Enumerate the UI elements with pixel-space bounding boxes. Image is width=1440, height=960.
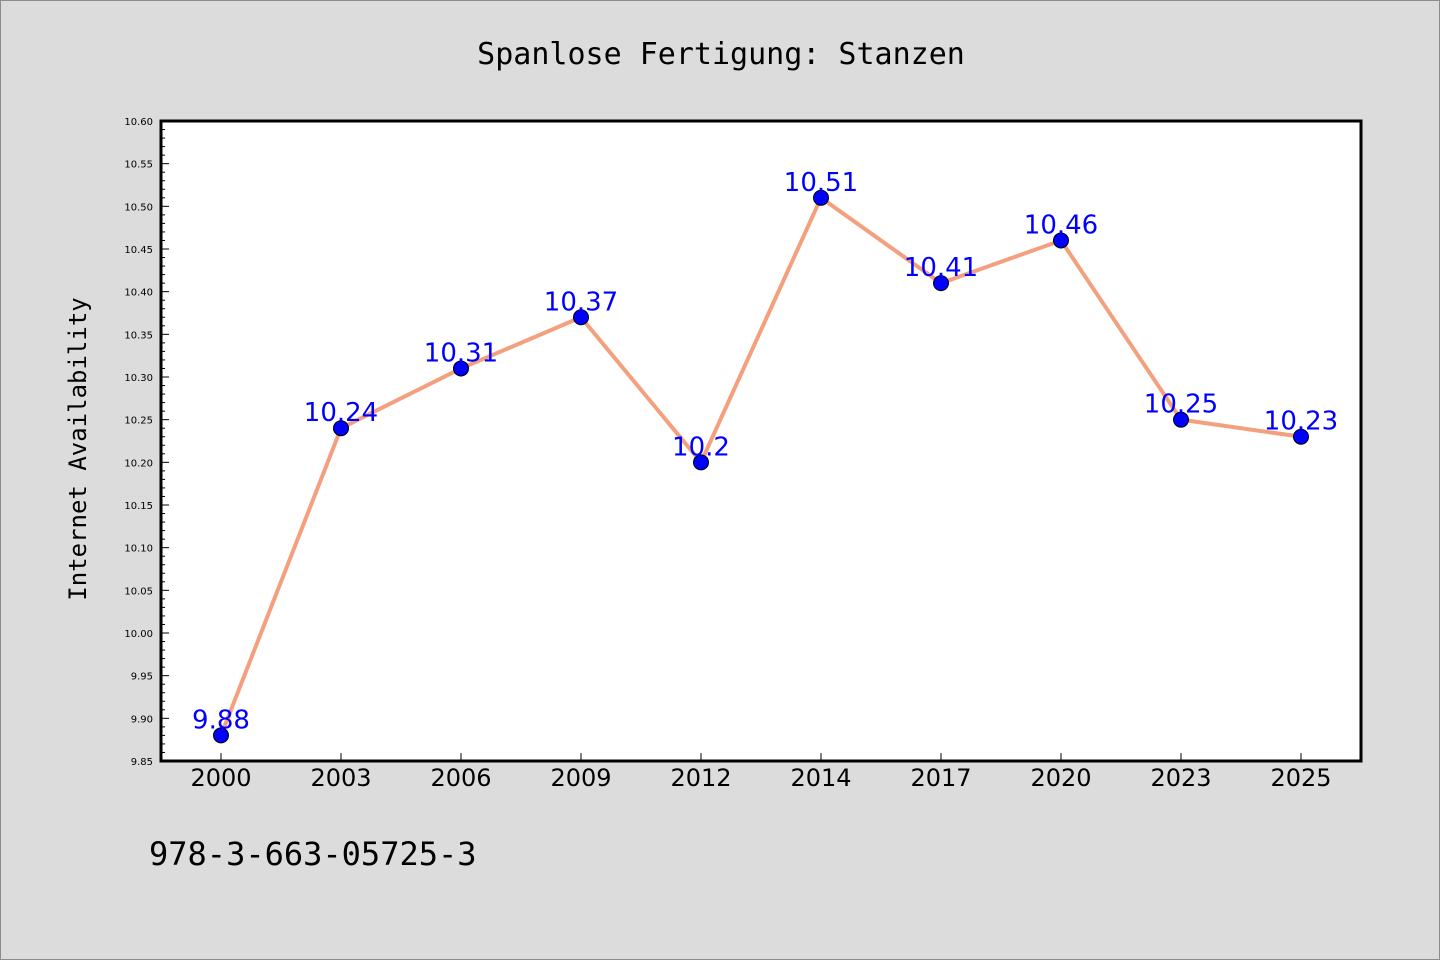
x-axis: 2000 2003 2006 2009 2012 2014 2017 2020 2023 2025 (190, 753, 1332, 792)
data-label: 10.24 (304, 398, 378, 428)
y-tick-label: 9.95 (131, 672, 153, 683)
data-point (813, 189, 829, 206)
chart-title: Spanlose Fertigung: Stanzen (477, 37, 965, 72)
data-point (1173, 411, 1189, 428)
y-tick-label: 10.10 (124, 544, 153, 555)
y-axis-label: Internet Availability (64, 297, 92, 600)
data-label: 10.51 (784, 168, 858, 198)
isbn-label: 978-3-663-05725-3 (149, 835, 477, 873)
data-point (1053, 232, 1069, 249)
data-point (1293, 428, 1309, 445)
y-tick-label: 10.45 (124, 245, 153, 256)
data-label: 10.2 (672, 432, 730, 462)
y-tick-label: 9.85 (131, 757, 153, 768)
data-label: 10.46 (1024, 210, 1098, 240)
data-label: 10.25 (1144, 390, 1218, 420)
y-tick-label: 10.00 (124, 629, 153, 640)
series-line (219, 195, 1303, 738)
data-label: 10.31 (424, 338, 498, 368)
y-tick-label: 10.55 (124, 160, 153, 171)
y-tick-label: 9.90 (131, 714, 153, 725)
data-label: 10.37 (544, 287, 618, 317)
data-point (213, 727, 229, 744)
series-layer: 9.88 10.24 10.31 10.37 10.2 10.51 10.41 10.46 10… (192, 168, 1338, 744)
y-tick-label: 10.15 (124, 501, 153, 512)
y-tick-label: 10.30 (124, 373, 153, 384)
y-tick-label: 10.35 (124, 330, 153, 341)
plot-frame (159, 119, 1363, 763)
y-tick-label: 10.60 (124, 117, 153, 128)
x-tick-label: 2003 (310, 764, 371, 792)
data-point (453, 360, 469, 377)
x-tick-label: 2000 (190, 764, 251, 792)
x-tick-label: 2012 (670, 764, 731, 792)
y-tick-label: 10.05 (124, 586, 153, 597)
y-tick-label: 10.40 (124, 288, 153, 299)
x-tick-label: 2025 (1270, 764, 1331, 792)
data-point (333, 420, 349, 437)
x-tick-label: 2020 (1030, 764, 1091, 792)
x-tick-label: 2023 (1150, 764, 1211, 792)
data-label: 10.23 (1264, 407, 1338, 437)
data-label: 10.41 (904, 253, 978, 283)
plot-area (161, 121, 1361, 761)
y-tick-label: 10.25 (124, 416, 153, 427)
y-tick-label: 10.20 (124, 458, 153, 469)
data-label: 9.88 (192, 705, 250, 735)
y-tick-label: 10.50 (124, 202, 153, 213)
data-point (693, 454, 709, 471)
x-tick-label: 2006 (430, 764, 491, 792)
data-point (573, 309, 589, 326)
x-tick-label: 2009 (550, 764, 611, 792)
x-tick-label: 2017 (910, 764, 971, 792)
data-point (933, 275, 949, 292)
x-tick-label: 2014 (790, 764, 851, 792)
